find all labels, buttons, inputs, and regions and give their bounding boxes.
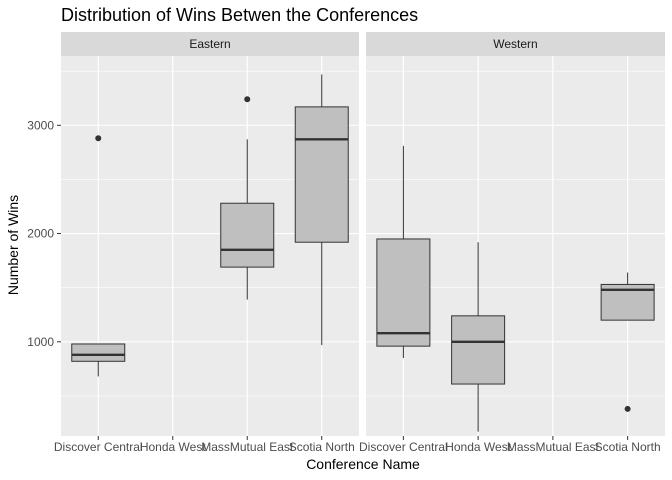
facet-strip	[366, 32, 665, 56]
x-axis-title: Conference Name	[306, 456, 420, 472]
y-axis-title: Number of Wins	[5, 195, 21, 295]
facet-strip	[61, 32, 359, 56]
outlier-point	[624, 405, 631, 412]
x-tick-label: MassMutual East	[201, 440, 294, 454]
box-body	[220, 202, 275, 268]
x-tick-label: Scotia North	[289, 440, 355, 454]
x-tick-label: Discover Central	[54, 440, 143, 454]
box-scotia-north	[600, 272, 655, 412]
box-discover-central	[376, 145, 431, 359]
box-scotia-north	[294, 74, 349, 346]
facet-strip-label: Western	[493, 37, 537, 51]
x-tick-label: MassMutual East	[507, 440, 600, 454]
box-honda-west	[451, 242, 506, 432]
x-tick-label: Honda West	[140, 440, 206, 454]
x-tick-label: Honda West	[445, 440, 511, 454]
box-discover-central	[71, 135, 126, 377]
box-body	[71, 343, 126, 362]
y-tick-label: 3000	[27, 118, 54, 132]
y-axis: 1000 2000 3000	[27, 118, 61, 349]
y-tick-label: 2000	[27, 227, 54, 241]
box-body	[294, 106, 349, 243]
box-body	[451, 315, 506, 385]
chart-title: Distribution of Wins Betwen the Conferen…	[61, 5, 418, 25]
outlier-point	[95, 135, 102, 142]
y-tick-label: 1000	[27, 335, 54, 349]
facet-strip-label: Eastern	[189, 37, 230, 51]
box-body	[376, 238, 431, 347]
x-tick-label: Scotia North	[595, 440, 661, 454]
box-massmutual-east	[220, 96, 275, 300]
outlier-point	[244, 96, 251, 103]
x-tick-label: Discover Central	[359, 440, 448, 454]
